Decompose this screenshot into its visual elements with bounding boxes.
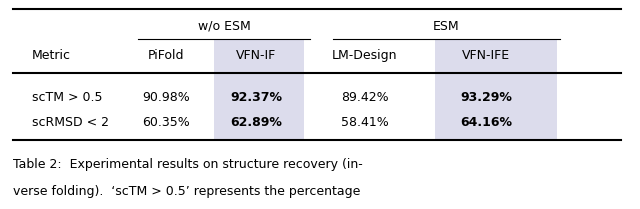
Text: PiFold: PiFold xyxy=(148,49,185,62)
Text: LM-Design: LM-Design xyxy=(332,49,397,62)
Text: ESM: ESM xyxy=(433,20,460,33)
Bar xyxy=(435,39,557,73)
Text: Table 2:  Experimental results on structure recovery (in-: Table 2: Experimental results on structu… xyxy=(13,158,362,171)
Bar xyxy=(435,73,557,140)
Text: 92.37%: 92.37% xyxy=(230,91,282,104)
Text: Metric: Metric xyxy=(32,49,71,62)
Text: 64.16%: 64.16% xyxy=(460,116,513,129)
Text: 89.42%: 89.42% xyxy=(341,91,388,104)
Text: 60.35%: 60.35% xyxy=(143,116,190,129)
Text: VFN-IFE: VFN-IFE xyxy=(462,49,511,62)
Text: 62.89%: 62.89% xyxy=(230,116,282,129)
Text: w/o ESM: w/o ESM xyxy=(198,20,250,33)
Bar xyxy=(214,39,304,73)
Bar xyxy=(214,73,304,140)
Text: scRMSD < 2: scRMSD < 2 xyxy=(32,116,109,129)
Text: VFN-IF: VFN-IF xyxy=(236,49,276,62)
Text: 90.98%: 90.98% xyxy=(143,91,190,104)
Text: 58.41%: 58.41% xyxy=(341,116,388,129)
Text: verse folding).  ‘scTM > 0.5’ represents the percentage: verse folding). ‘scTM > 0.5’ represents … xyxy=(13,185,360,198)
Text: 93.29%: 93.29% xyxy=(460,91,513,104)
Text: scTM > 0.5: scTM > 0.5 xyxy=(32,91,102,104)
